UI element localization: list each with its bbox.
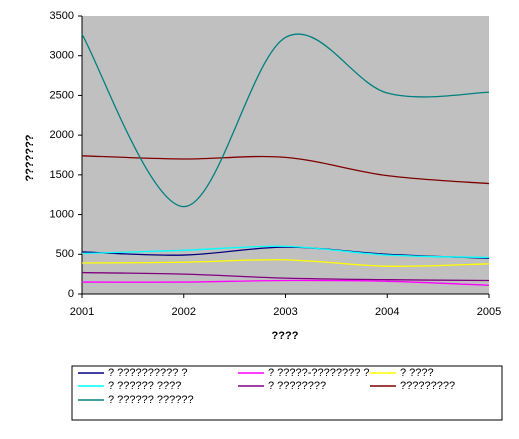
legend-label: ? ?????? ???? [108, 380, 181, 392]
legend-label: ? ???????? [268, 380, 326, 392]
y-axis-label: ??????? [24, 134, 36, 181]
legend-box [71, 365, 503, 421]
x-tick-label: 2004 [375, 306, 399, 318]
series-line [81, 155, 490, 185]
legend-label: ? ???? [400, 367, 434, 379]
x-axis-label: ???? [272, 330, 299, 342]
legend-label: ? ?????-???????? ? [268, 367, 370, 379]
y-tick-label: 500 [56, 248, 74, 260]
x-tick-label: 2001 [70, 306, 94, 318]
plot-area [82, 16, 489, 294]
x-tick-label: 2005 [477, 306, 501, 318]
legend-label: ????????? [400, 380, 455, 392]
series-line [81, 259, 490, 267]
x-tick-label: 2003 [273, 306, 297, 318]
series-line [81, 33, 490, 208]
series-line [81, 245, 490, 259]
series-line [81, 271, 490, 282]
y-tick-label: 1000 [50, 208, 74, 220]
y-tick-label: 3000 [50, 50, 74, 62]
y-tick-label: 2000 [50, 129, 74, 141]
y-tick-label: 1500 [50, 169, 74, 181]
legend-label: ? ?????????? ? [108, 367, 188, 379]
legend-label: ? ?????? ?????? [108, 394, 194, 406]
y-tick-label: 2500 [50, 89, 74, 101]
y-tick-label: 0 [68, 288, 74, 300]
x-tick-label: 2002 [172, 306, 196, 318]
y-tick-label: 3500 [50, 10, 74, 22]
series-line [81, 279, 490, 286]
